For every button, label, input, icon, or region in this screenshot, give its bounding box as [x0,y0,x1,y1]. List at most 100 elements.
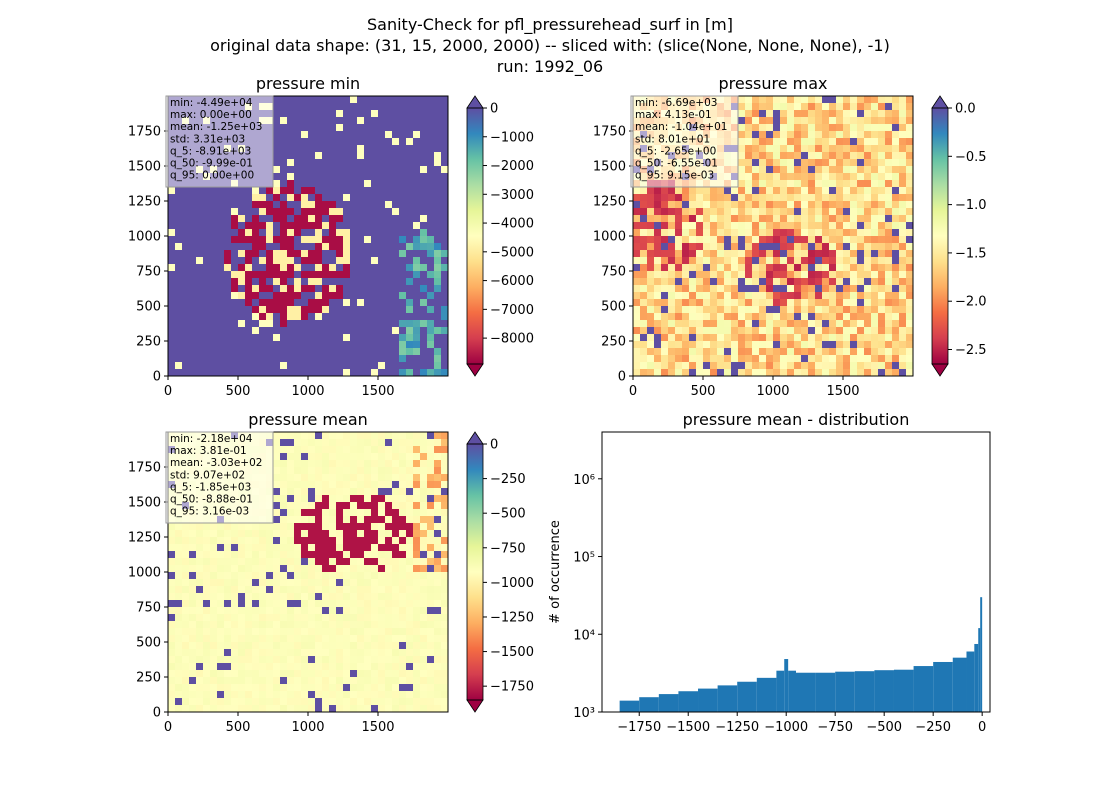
heatmap-cell [864,341,872,349]
heatmap-cell [752,355,760,363]
heatmap-cell [371,96,379,104]
heatmap-cell [217,243,225,251]
heatmap-cell [808,152,816,160]
heatmap-cell [815,313,823,321]
heatmap-cell [857,243,865,251]
heatmap-cell [308,558,316,566]
heatmap-cell [350,138,358,146]
heatmap-cell [829,313,837,321]
heatmap-cell [661,229,669,237]
heatmap-cell [385,628,393,636]
heatmap-cell [710,285,718,293]
heatmap-cell [308,320,316,328]
heatmap-cell [857,159,865,167]
heatmap-cell [434,586,442,594]
heatmap-cell [399,292,407,300]
heatmap-cell [280,460,288,468]
heatmap-cell [724,271,732,279]
heatmap-cell [245,320,253,328]
heatmap-cell [654,243,662,251]
heatmap-cell [308,509,316,517]
heatmap-cell [427,558,435,566]
heatmap-cell [801,236,809,244]
heatmap-cell [399,516,407,524]
heatmap-cell [336,530,344,538]
heatmap-cell [364,145,372,153]
heatmap-cell [266,656,274,664]
heatmap-cell [168,635,176,643]
heatmap-cell [273,551,281,559]
heatmap-cell [378,649,386,657]
heatmap-cell [899,341,907,349]
heatmap-cell [654,257,662,265]
heatmap-cell [315,649,323,657]
heatmap-cell [427,341,435,349]
heatmap-cell [203,628,211,636]
heatmap-cell [343,698,351,706]
heatmap-cell [343,180,351,188]
heatmap-cell [343,495,351,503]
heatmap-cell [231,306,239,314]
heatmap-cell [815,327,823,335]
heatmap-cell [822,215,830,223]
heatmap-cell [294,257,302,265]
heatmap-cell [266,614,274,622]
heatmap-cell [231,201,239,209]
heatmap-cell [315,334,323,342]
heatmap-cell [245,530,253,538]
heatmap-cell [738,173,746,181]
heatmap-cell [878,131,886,139]
heatmap-cell [357,495,365,503]
heatmap-cell [787,334,795,342]
heatmap-cell [336,502,344,510]
heatmap-cell [759,229,767,237]
heatmap-cell [766,201,774,209]
heatmap-cell [752,103,760,111]
heatmap-cell [245,278,253,286]
heatmap-cell [196,229,204,237]
heatmap-cell [182,348,190,356]
heatmap-cell [647,243,655,251]
heatmap-cell [801,243,809,251]
heatmap-cell [640,194,648,202]
heatmap-cell [668,285,676,293]
heatmap-cell [801,131,809,139]
heatmap-cell [787,369,795,377]
heatmap-cell [203,278,211,286]
heatmap-cell [801,103,809,111]
heatmap-cell [801,152,809,160]
heatmap-cell [413,250,421,258]
heatmap-cell [315,628,323,636]
heatmap-cell [829,341,837,349]
heatmap-cell [766,124,774,132]
stats-line: q_95: 3.16e-03 [170,506,249,518]
heatmap-cell [322,320,330,328]
heatmap-cell [815,145,823,153]
heatmap-cell [808,117,816,125]
heatmap-cell [322,481,330,489]
heatmap-cell [427,460,435,468]
heatmap-cell [759,327,767,335]
heatmap-cell [287,320,295,328]
heatmap-cell [766,320,774,328]
heatmap-cell [441,264,449,272]
heatmap-cell [336,656,344,664]
heatmap-cell [399,110,407,118]
heatmap-cell [759,299,767,307]
heatmap-cell [301,607,309,615]
heatmap-cell [399,649,407,657]
heatmap-cell [329,229,337,237]
heatmap-cell [294,656,302,664]
heatmap-cell [392,117,400,125]
heatmap-cell [392,607,400,615]
heatmap-cell [434,110,442,118]
heatmap-cell [182,285,190,293]
heatmap-cell [315,145,323,153]
heatmap-cell [168,187,176,195]
heatmap-cell [899,334,907,342]
heatmap-cell [413,635,421,643]
heatmap-cell [441,299,449,307]
heatmap-cell [406,516,414,524]
heatmap-cell [315,348,323,356]
heatmap-cell [287,488,295,496]
